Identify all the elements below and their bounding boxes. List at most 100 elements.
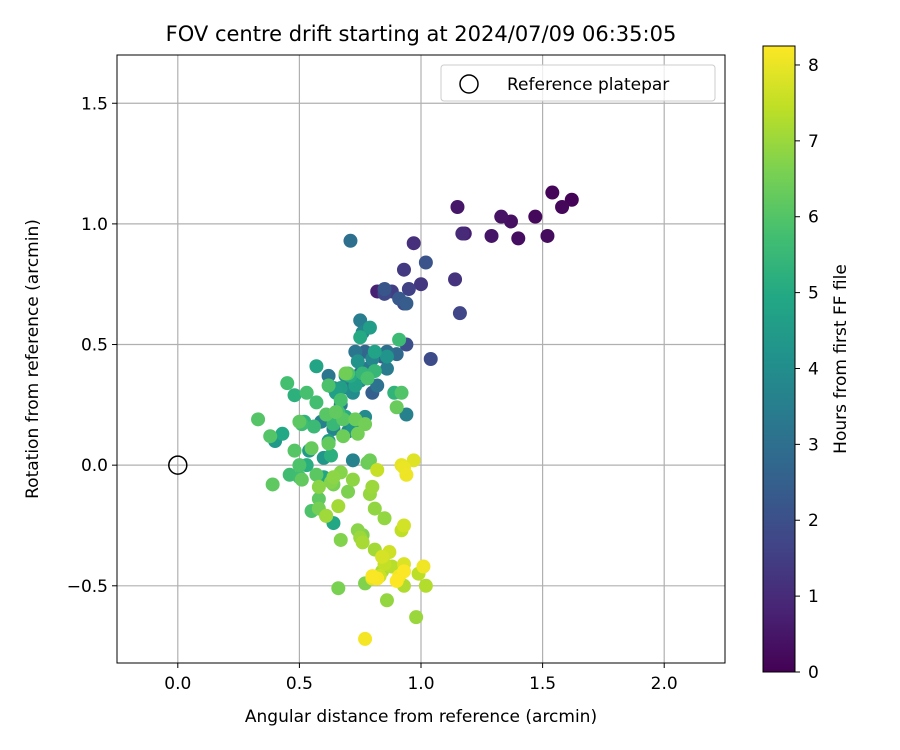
data-point (367, 344, 382, 359)
data-point (414, 277, 428, 292)
data-point (292, 414, 307, 429)
data-point (450, 200, 465, 214)
data-point (394, 385, 409, 400)
data-point (287, 443, 302, 458)
colorbar-tick-label: 0 (808, 663, 819, 683)
data-point (333, 393, 348, 408)
y-axis-label: Rotation from reference (arcmin) (23, 219, 43, 499)
data-point (399, 467, 414, 482)
data-point (353, 330, 368, 345)
legend-box (440, 64, 716, 102)
colorbar-tick-label: 2 (808, 511, 819, 531)
data-point (389, 573, 404, 588)
data-point (309, 359, 324, 374)
data-point (375, 549, 390, 564)
colorbar-tick-label: 7 (808, 132, 819, 152)
data-point (409, 610, 424, 625)
colorbar-tick-label: 1 (808, 587, 819, 607)
data-point (355, 535, 370, 550)
data-point (455, 226, 470, 241)
chart-title: FOV centre drift starting at 2024/07/09 … (166, 22, 677, 46)
data-point (336, 429, 351, 444)
data-point (452, 306, 467, 321)
data-point (528, 209, 543, 224)
data-point (379, 349, 394, 364)
y-tick-label: 0.0 (81, 456, 108, 476)
data-point (396, 262, 411, 277)
data-point (396, 564, 411, 579)
data-point (365, 569, 380, 584)
y-tick-label: −0.5 (67, 577, 108, 597)
data-point (292, 458, 307, 473)
data-point (338, 366, 353, 381)
reference-platepar-marker (168, 455, 188, 475)
colorbar-tick-label: 6 (808, 208, 819, 228)
data-point (341, 484, 356, 499)
x-axis-ticks: 0.0 0.5 1.0 1.5 2.0 (164, 663, 678, 694)
data-point (418, 255, 433, 270)
data-point (328, 405, 343, 420)
data-point (326, 470, 341, 485)
data-point (321, 436, 336, 451)
data-point (251, 412, 266, 427)
data-point (309, 467, 324, 482)
data-point (358, 417, 373, 432)
data-point (353, 313, 368, 328)
data-point (306, 419, 321, 434)
data-point (311, 479, 326, 494)
x-tick-label: 1.5 (529, 674, 556, 694)
data-point (484, 228, 499, 243)
data-point (309, 395, 324, 410)
data-point (494, 209, 509, 224)
data-point (304, 441, 319, 456)
legend-open-circle-icon (459, 74, 479, 94)
data-point (392, 332, 407, 347)
y-tick-label: 1.5 (81, 94, 108, 114)
data-point (367, 501, 382, 516)
colorbar-tick-label: 5 (808, 284, 819, 304)
data-point (379, 593, 394, 608)
data-point (389, 400, 404, 415)
data-point (365, 479, 380, 494)
x-tick-label: 0.0 (164, 674, 191, 694)
data-point (406, 236, 421, 251)
data-point (321, 368, 336, 383)
data-point (345, 472, 360, 487)
colorbar-tick-label: 3 (808, 435, 819, 455)
data-point (319, 508, 334, 523)
data-point (350, 354, 365, 369)
data-point (545, 185, 560, 200)
data-point (370, 378, 385, 393)
data-point (287, 388, 302, 403)
data-point (448, 272, 463, 287)
data-point (275, 426, 290, 441)
x-axis-label: Angular distance from reference (arcmin) (245, 707, 597, 727)
scatter-points (251, 185, 579, 646)
data-point (321, 378, 336, 393)
colorbar-tick-label: 8 (808, 56, 819, 76)
data-point (362, 320, 377, 335)
data-point (377, 282, 392, 297)
x-tick-label: 0.5 (286, 674, 313, 694)
data-point (511, 231, 526, 246)
data-point (311, 491, 326, 506)
data-point (399, 296, 414, 311)
legend-label: Reference platepar (507, 75, 669, 95)
data-point (555, 200, 570, 214)
data-point (416, 559, 431, 574)
data-point (333, 532, 348, 547)
data-point (379, 361, 394, 376)
data-point (299, 385, 314, 400)
data-point (360, 371, 375, 386)
data-point (343, 233, 358, 248)
data-point (564, 192, 579, 207)
data-point (401, 282, 416, 297)
x-tick-label: 2.0 (651, 674, 678, 694)
data-point (331, 581, 346, 596)
data-point (396, 518, 411, 533)
data-point (263, 429, 278, 444)
data-point (399, 407, 414, 422)
data-point (370, 462, 385, 477)
data-point (350, 426, 365, 441)
